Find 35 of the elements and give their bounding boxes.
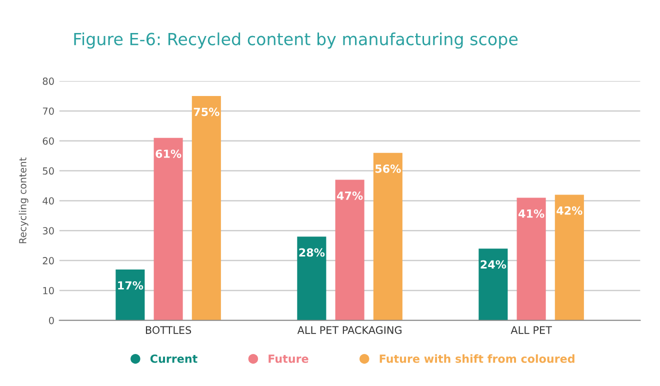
legend-label: Future with shift from coloured <box>380 354 574 363</box>
data-label: 47% <box>337 191 363 200</box>
bar <box>554 194 584 320</box>
y-tick-label: 50 <box>42 167 54 175</box>
y-tick-label: 70 <box>42 107 54 115</box>
y-tick-label: 80 <box>42 78 54 85</box>
bar <box>478 248 508 320</box>
data-label: 75% <box>194 108 220 116</box>
bar <box>154 138 183 320</box>
bar <box>516 198 546 320</box>
y-tick-label: 0 <box>48 316 54 324</box>
data-label: 61% <box>156 150 182 158</box>
data-label: 42% <box>556 206 582 215</box>
y-tick-label: 10 <box>43 286 54 294</box>
y-tick-label: 30 <box>42 227 54 234</box>
y-tick-label: 20 <box>42 257 54 264</box>
bar <box>335 180 364 320</box>
data-label: 56% <box>375 164 401 173</box>
legend-label: Current <box>150 354 198 363</box>
y-axis-title: Recycling content <box>18 158 28 244</box>
data-label: 17% <box>118 281 144 290</box>
bar <box>373 152 402 320</box>
y-tick-label: 40 <box>42 197 54 205</box>
data-label: 41% <box>518 209 544 218</box>
x-tick-label: ALL PET <box>510 326 552 334</box>
y-tick-label: 60 <box>42 137 54 145</box>
bar <box>297 236 326 320</box>
bar <box>116 270 145 320</box>
x-tick-label: ALL PET PACKAGING <box>297 326 402 334</box>
data-label: 24% <box>480 260 506 269</box>
chart-title: Figure E-6: Recycled content by manufacturing scope <box>74 32 518 49</box>
bar <box>192 96 221 320</box>
x-tick-label: BOTTLES <box>146 326 192 334</box>
legend-label: Future <box>268 354 308 363</box>
data-label: 28% <box>299 248 325 257</box>
